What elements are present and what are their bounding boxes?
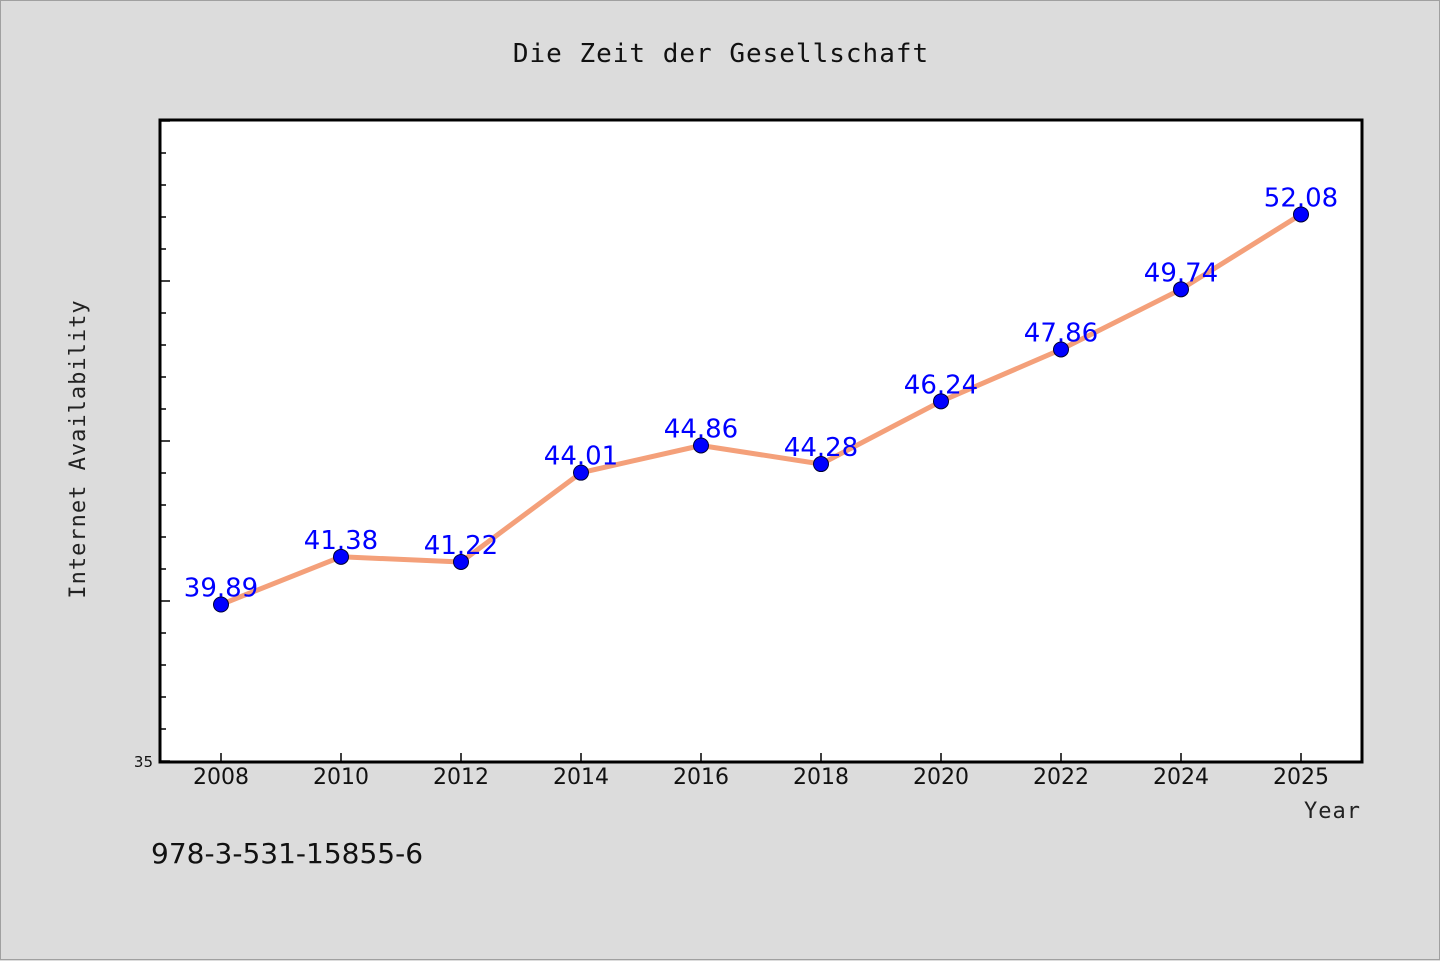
y-axis-label: Internet Availability [66,299,91,598]
data-label: 41.38 [304,526,378,556]
data-label: 46.24 [904,370,978,400]
data-point [1053,341,1069,358]
x-tick-label: 2020 [913,765,969,790]
data-point [1173,281,1189,298]
x-axis-label: Year [1304,799,1361,824]
data-label: 47.86 [1024,318,1098,348]
y-axis-ticks [160,120,170,762]
isbn-footer: 978-3-531-15855-6 [151,837,423,870]
data-label: 44.28 [784,433,858,463]
data-label: 52.08 [1264,183,1338,213]
x-tick-label: 2010 [313,765,369,790]
data-point [213,596,229,613]
data-label: 44.86 [664,414,738,444]
data-point [933,393,949,410]
x-tick-label: 2016 [673,765,729,790]
series-markers [213,206,1309,613]
data-label: 39.89 [184,574,258,604]
data-point [813,456,829,473]
x-tick-label: 2012 [433,765,489,790]
plot-area [158,118,1364,764]
data-label: 44.01 [544,442,618,472]
series-line [218,211,1304,607]
data-label: 49.74 [1144,258,1218,288]
data-label: 41.22 [424,531,498,561]
data-labels: 39.89 41.38 41.22 44.01 44.86 44.28 46.24 47.86… [184,183,1338,603]
x-tick-label: 2024 [1153,765,1209,790]
x-tick-label: 2008 [193,765,249,790]
x-axis-ticks: 2008 2010 2012 2014 2016 2018 2020 2022 2024 2025 [193,753,1329,790]
chart-title: Die Zeit der Gesellschaft [513,39,929,69]
x-tick-label: 2025 [1273,765,1329,790]
data-point [573,464,589,481]
x-tick-label: 2022 [1033,765,1089,790]
data-point [333,548,349,565]
data-point [453,553,469,570]
data-point [693,437,709,454]
y-tick-label-min: 35 [134,753,153,771]
data-point [1293,206,1309,223]
x-tick-label: 2018 [793,765,849,790]
x-tick-label: 2014 [553,765,609,790]
